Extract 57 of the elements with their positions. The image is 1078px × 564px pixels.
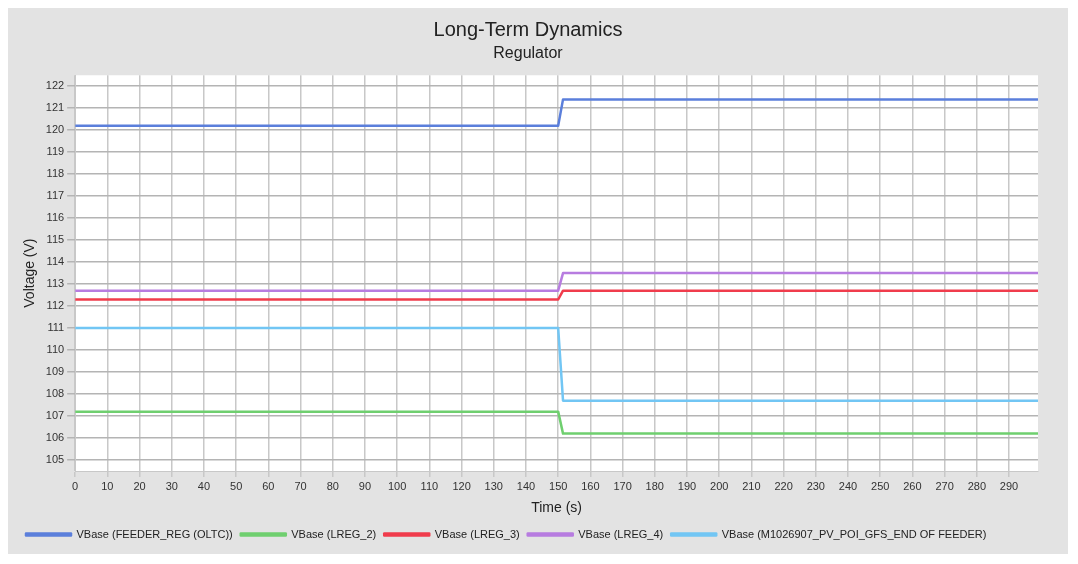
x-tick-label: 210 (742, 479, 761, 492)
y-tick-label: 121 (45, 101, 65, 114)
legend-label: VBase (FEEDER_REG (OLTC)) (76, 527, 233, 540)
y-tick-label: 109 (45, 365, 65, 378)
y-tick-label: 105 (45, 453, 65, 466)
x-tick-label: 160 (581, 479, 600, 492)
y-tick-label: 116 (46, 211, 65, 224)
legend-label: VBase (LREG_4) (578, 527, 664, 540)
x-tick-label: 260 (903, 479, 922, 492)
x-tick-label: 120 (452, 479, 471, 492)
y-tick-label: 106 (45, 431, 65, 444)
x-axis-title: Time (s) (531, 499, 582, 516)
x-tick-label: 100 (388, 479, 407, 492)
x-tick-label: 240 (838, 479, 858, 492)
legend-label: VBase (LREG_2) (291, 527, 377, 540)
chart-title: Long-Term Dynamics (433, 17, 623, 40)
legend-label: VBase (LREG_3) (434, 527, 520, 540)
x-tick-label: 200 (710, 479, 729, 492)
x-tick-label: 70 (294, 479, 307, 492)
y-tick-label: 115 (46, 233, 65, 246)
x-tick-label: 90 (358, 479, 372, 492)
x-tick-label: 270 (935, 479, 954, 492)
x-tick-label: 50 (230, 479, 243, 492)
x-tick-label: 0 (72, 479, 79, 492)
x-tick-label: 190 (677, 479, 697, 492)
y-tick-label: 114 (46, 255, 65, 268)
y-tick-label: 110 (46, 343, 65, 356)
y-tick-label: 111 (47, 321, 65, 334)
x-tick-label: 230 (806, 479, 825, 492)
x-tick-label: 30 (165, 479, 178, 492)
x-tick-label: 80 (326, 479, 339, 492)
x-tick-label: 20 (133, 479, 146, 492)
y-tick-label: 107 (45, 409, 65, 422)
y-tick-label: 117 (46, 189, 65, 202)
x-tick-label: 40 (197, 479, 211, 492)
x-tick-label: 250 (871, 479, 890, 492)
x-tick-label: 170 (613, 479, 632, 492)
y-tick-label: 122 (45, 79, 65, 92)
x-tick-label: 140 (516, 479, 536, 492)
chart-subtitle: Regulator (493, 44, 564, 62)
y-tick-label: 118 (46, 167, 65, 180)
x-tick-label: 290 (999, 479, 1019, 492)
y-tick-label: 112 (46, 299, 65, 312)
x-tick-label: 280 (967, 479, 986, 492)
y-tick-label: 120 (45, 123, 65, 136)
x-tick-label: 130 (484, 479, 503, 492)
x-tick-label: 10 (101, 479, 114, 492)
x-tick-label: 180 (645, 479, 664, 492)
x-tick-label: 110 (420, 479, 439, 492)
y-tick-label: 108 (45, 387, 65, 400)
y-tick-label: 119 (46, 145, 65, 158)
x-tick-label: 150 (549, 479, 568, 492)
y-axis-title: Voltage (V) (21, 238, 38, 308)
y-tick-label: 113 (46, 277, 65, 290)
legend-label: VBase (M1026907_PV_POI_GFS_END OF FEEDER) (721, 527, 987, 540)
x-tick-label: 60 (262, 479, 275, 492)
x-tick-label: 220 (774, 479, 793, 492)
